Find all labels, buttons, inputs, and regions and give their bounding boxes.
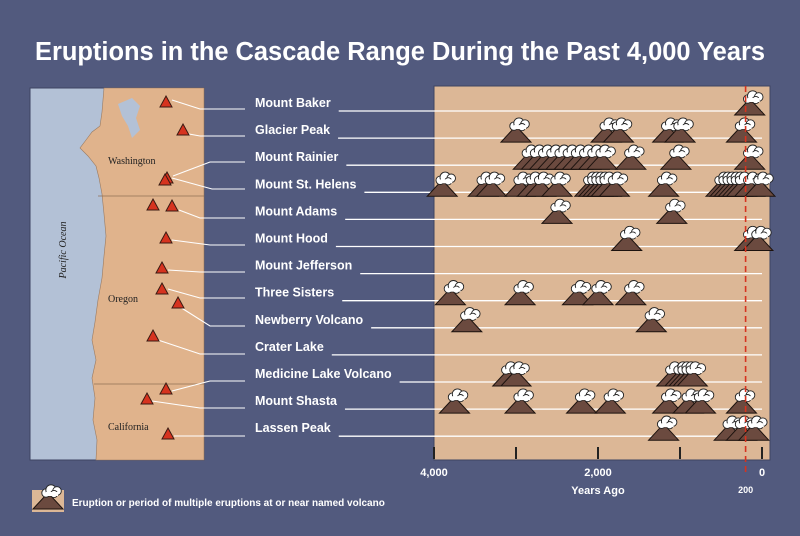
cascade-map: Pacific Ocean Washington Oregon Californ… xyxy=(29,87,205,461)
x-axis: 4,000 2,000 0 xyxy=(420,447,765,479)
eruption-mount-rainier-12 xyxy=(733,144,766,170)
volcano-marker xyxy=(155,260,169,274)
volcano-marker xyxy=(159,94,173,108)
eruption-mount-rainier-10 xyxy=(614,144,647,170)
eruption-mount-shasta-3 xyxy=(594,388,627,414)
volcano-marker xyxy=(158,172,172,186)
volcano-marker xyxy=(176,122,190,136)
leader-line-newberry-volcano xyxy=(179,306,245,327)
eruption-lassen-peak-3 xyxy=(737,415,770,441)
volcano-marker xyxy=(165,198,179,212)
chart-title: Eruptions in the Cascade Range During th… xyxy=(35,38,765,66)
volcano-marker xyxy=(140,391,154,405)
legend-text: Eruption or period of multiple eruptions… xyxy=(72,498,385,509)
leader-line-mount-jefferson xyxy=(167,269,245,273)
volcano-marker xyxy=(159,381,173,395)
leader-line-mount-st-helens xyxy=(171,177,245,190)
eruption-three-sisters-3 xyxy=(581,280,615,306)
volcano-marker xyxy=(171,295,185,309)
reference-line-label: 200 xyxy=(738,485,753,495)
leader-line-medicine-lake-volcano xyxy=(171,380,245,392)
volcano-name-mount-adams: Mount Adams xyxy=(255,204,337,218)
eruption-lassen-peak-0 xyxy=(647,415,680,441)
volcano-name-crater-lake: Crater Lake xyxy=(255,340,324,354)
eruption-medicine-lake-volcano-1 xyxy=(499,361,533,387)
eruption-glacier-peak-4 xyxy=(663,117,697,143)
leader-lines xyxy=(151,99,245,437)
volcano-marker xyxy=(155,281,169,295)
map-land xyxy=(79,87,205,461)
eruption-mount-st-helens-21 xyxy=(743,171,777,197)
eruption-mount-baker-0 xyxy=(733,90,766,116)
eruption-three-sisters-0 xyxy=(434,280,467,306)
volcano-name-glacier-peak: Glacier Peak xyxy=(255,123,330,137)
volcano-marker xyxy=(159,230,173,244)
eruption-three-sisters-4 xyxy=(614,280,647,306)
volcano-marker xyxy=(146,328,160,342)
leader-line-mount-shasta xyxy=(151,400,245,409)
eruption-symbols xyxy=(426,90,777,441)
eruption-mount-adams-1 xyxy=(655,198,688,224)
volcano-name-mount-rainier: Mount Rainier xyxy=(255,150,338,164)
legend: Eruption or period of multiple eruptions… xyxy=(31,484,385,512)
leader-line-glacier-peak xyxy=(188,133,245,137)
eruption-three-sisters-2 xyxy=(561,280,594,306)
eruption-mount-adams-0 xyxy=(540,198,574,224)
eruption-mount-st-helens-12 xyxy=(598,171,631,197)
eruption-medicine-lake-volcano-6 xyxy=(676,361,709,387)
volcano-name-three-sisters: Three Sisters xyxy=(255,286,334,300)
volcano-name-newberry-volcano: Newberry Volcano xyxy=(255,313,364,327)
eruption-mount-hood-2 xyxy=(741,225,775,251)
state-label-washington: Washington xyxy=(108,156,156,167)
eruption-mount-st-helens-6 xyxy=(540,171,574,197)
x-axis-label: Years Ago xyxy=(571,485,625,497)
timeline-rows: Mount Baker Glacier Peak Mount Rainier Moun… xyxy=(255,96,762,437)
eruption-mount-shasta-0 xyxy=(438,388,471,414)
volcano-marker xyxy=(146,197,160,211)
eruption-mount-shasta-1 xyxy=(503,388,537,414)
eruption-mount-st-helens-13 xyxy=(647,171,680,197)
eruption-mount-shasta-6 xyxy=(684,388,717,414)
eruption-glacier-peak-0 xyxy=(499,117,533,143)
leader-line-mount-hood xyxy=(171,239,245,246)
eruption-mount-rainier-9 xyxy=(585,144,619,170)
leader-line-crater-lake xyxy=(157,339,245,355)
eruption-mount-shasta-2 xyxy=(565,388,598,414)
eruption-newberry-volcano-1 xyxy=(635,307,668,333)
eruption-mount-st-helens-2 xyxy=(475,171,508,197)
eruption-mount-shasta-4 xyxy=(651,388,684,414)
volcano-name-mount-jefferson: Mount Jefferson xyxy=(255,259,352,273)
eruption-three-sisters-1 xyxy=(503,280,537,306)
eruption-glacier-peak-2 xyxy=(602,117,635,143)
volcano-name-medicine-lake-volcano: Medicine Lake Volcano xyxy=(255,367,392,381)
leader-line-three-sisters xyxy=(167,288,245,299)
ocean-label: Pacific Ocean xyxy=(58,222,69,280)
volcano-name-mount-st-helens: Mount St. Helens xyxy=(255,177,356,191)
state-label-oregon: Oregon xyxy=(108,294,138,305)
volcano-name-mount-hood: Mount Hood xyxy=(255,232,328,246)
puget-sound xyxy=(118,98,140,138)
volcano-name-lassen-peak: Lassen Peak xyxy=(255,421,331,435)
eruption-mount-hood-0 xyxy=(610,225,643,251)
leader-line-mount-adams xyxy=(178,209,245,219)
x-tick-label: 0 xyxy=(759,467,765,479)
eruption-mount-rainier-11 xyxy=(659,144,693,170)
volcano-markers xyxy=(140,94,190,440)
leader-line-mount-rainier xyxy=(172,161,245,177)
x-tick-label: 4,000 xyxy=(420,467,448,479)
legend-eruption-icon xyxy=(31,484,65,510)
state-label-california: California xyxy=(108,422,149,433)
eruption-newberry-volcano-0 xyxy=(450,307,483,333)
legend-volcano xyxy=(31,484,65,510)
volcano-name-mount-baker: Mount Baker xyxy=(255,96,331,110)
volcano-name-mount-shasta: Mount Shasta xyxy=(255,394,338,408)
volcano-marker xyxy=(161,426,175,440)
x-tick-label: 2,000 xyxy=(584,467,612,479)
leader-line-mount-baker xyxy=(171,99,245,110)
eruption-mount-st-helens-0 xyxy=(426,171,459,197)
